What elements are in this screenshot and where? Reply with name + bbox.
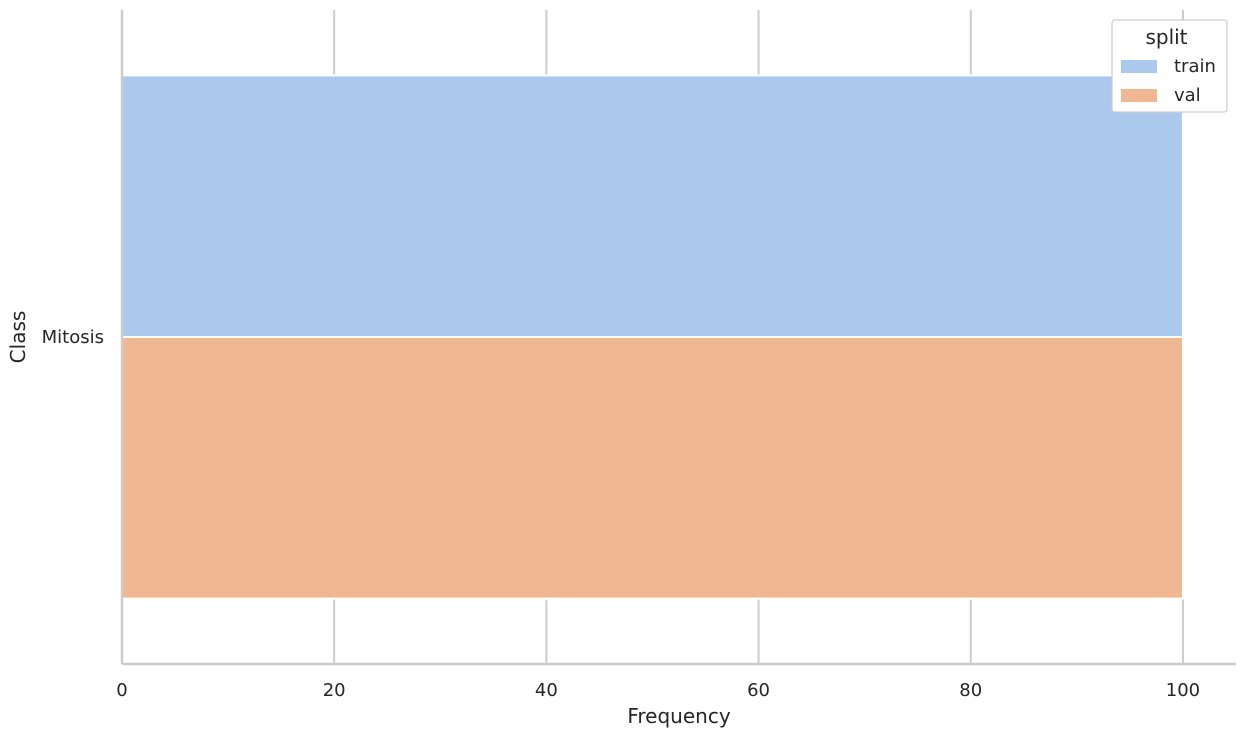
x-tick-label: 20 xyxy=(323,680,346,701)
bars xyxy=(121,74,1184,600)
x-tick-label: 80 xyxy=(959,680,982,701)
y-axis-label: Class xyxy=(6,311,30,364)
legend-swatch-train xyxy=(1121,60,1157,73)
legend-label-val: val xyxy=(1174,85,1201,106)
x-tick-label: 100 xyxy=(1166,680,1200,701)
x-tick-label: 0 xyxy=(116,680,127,701)
legend: split train val xyxy=(1111,19,1228,113)
bar-train-mitosis xyxy=(121,74,1184,339)
legend-label-train: train xyxy=(1174,56,1216,77)
legend-title: split xyxy=(1145,25,1187,49)
x-tick-label: 40 xyxy=(535,680,558,701)
legend-swatch-val xyxy=(1121,89,1157,102)
axes xyxy=(120,10,1236,666)
bar-val-mitosis xyxy=(121,336,1184,600)
y-tick-label: Mitosis xyxy=(42,327,104,348)
legend-items: train val xyxy=(1121,56,1216,106)
x-axis-label: Frequency xyxy=(627,704,730,728)
x-tick-label: 60 xyxy=(747,680,770,701)
tick-labels: Mitosis 0 20 40 60 80 100 xyxy=(42,327,1200,701)
